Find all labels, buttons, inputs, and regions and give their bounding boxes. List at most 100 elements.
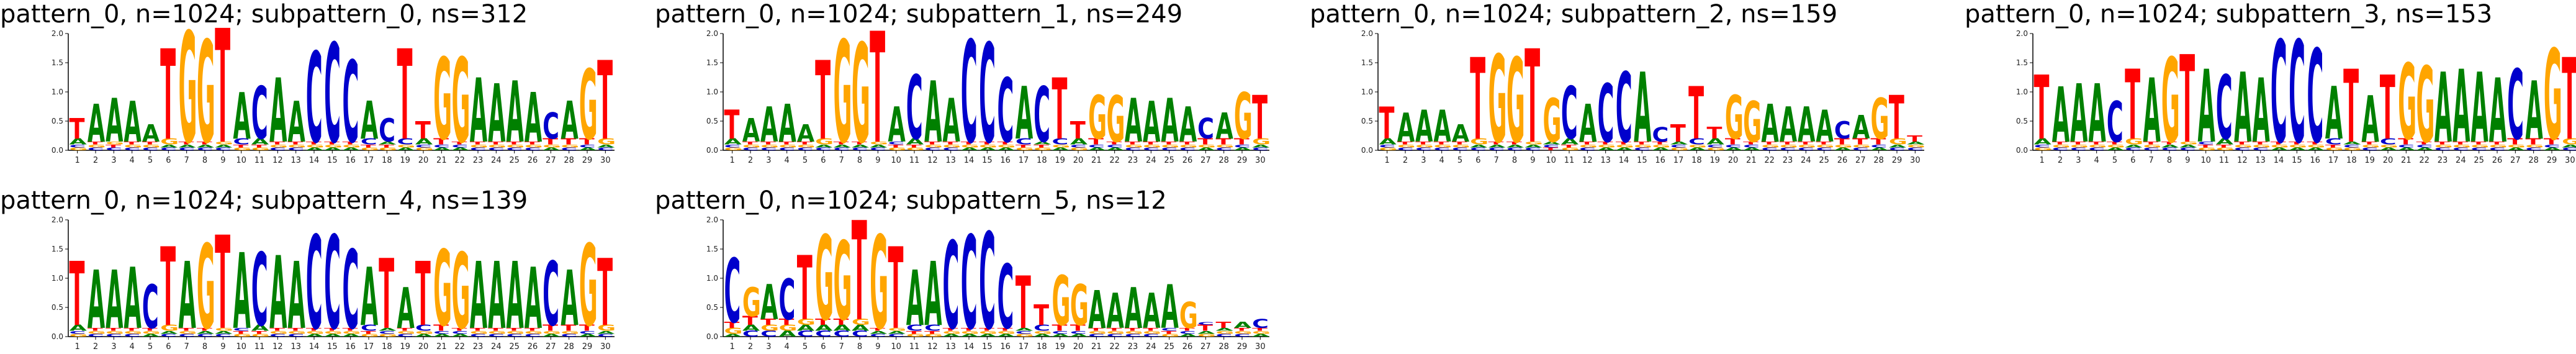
- logo-letter-g: G: [870, 141, 888, 145]
- logo-letter-t: T: [160, 24, 176, 168]
- logo-letter-t: T: [1397, 141, 1413, 145]
- x-tick-label: 30: [2565, 156, 2575, 165]
- logo-letter-t: T: [906, 144, 922, 148]
- x-tick-label: 20: [2383, 156, 2394, 165]
- y-tick-label: 1.0: [1361, 88, 1373, 96]
- x-tick-label: 8: [857, 342, 862, 352]
- logo-letter-t: T: [1197, 137, 1213, 147]
- logo-letter-a: A: [197, 330, 215, 335]
- logo-letter-c: C: [1016, 330, 1032, 335]
- x-tick-label: 17: [364, 342, 374, 352]
- x-tick-label: 17: [1673, 156, 1684, 165]
- logo-letter-t: T: [124, 327, 140, 332]
- logo-letter-g: G: [2526, 144, 2544, 148]
- logo-letter-c: C: [1216, 147, 1233, 151]
- logo-letter-c: C: [1762, 147, 1778, 151]
- logo-letter-g: G: [124, 144, 143, 148]
- logo-letter-t: T: [142, 327, 158, 332]
- x-tick-label: 21: [436, 156, 447, 165]
- logo-letter-c: C: [2398, 144, 2415, 148]
- x-tick-label: 29: [2547, 156, 2557, 165]
- logo-letter-t: T: [233, 144, 249, 148]
- logo-letter-c: C: [488, 333, 505, 337]
- logo-letter-g: G: [2325, 147, 2344, 151]
- x-tick-label: 8: [202, 156, 207, 165]
- y-tick-label: 0.0: [706, 146, 718, 155]
- logo-letter-t: T: [1506, 141, 1522, 145]
- y-tick-label: 1.5: [52, 58, 63, 67]
- logo-letter-g: G: [742, 144, 761, 148]
- logo-letter-c: C: [834, 330, 850, 339]
- logo-letter-t: T: [2234, 141, 2249, 145]
- logo-letter-g: G: [142, 330, 161, 335]
- logo-letter-a: A: [870, 330, 888, 335]
- logo-letter-a: A: [470, 61, 487, 163]
- logo-letter-c: C: [1197, 322, 1214, 326]
- logo-letter-t: T: [961, 141, 976, 145]
- logo-letter-t: T: [2198, 144, 2213, 148]
- logo-letter-t: T: [579, 137, 595, 147]
- logo-letter-c: C: [1816, 147, 1833, 151]
- x-tick-label: 16: [2310, 156, 2320, 165]
- logo-letter-g: G: [215, 141, 233, 145]
- logo-letter-c: C: [488, 147, 505, 151]
- x-tick-label: 25: [1164, 342, 1174, 352]
- logo-letter-c: C: [1161, 147, 1178, 151]
- x-tick-label: 14: [2274, 156, 2284, 165]
- logo-letter-a: A: [124, 251, 142, 348]
- logo-letter-g: G: [1234, 330, 1253, 335]
- logo-letter-t: T: [1107, 141, 1122, 145]
- logo-letter-t: T: [2034, 58, 2050, 160]
- logo-letter-a: A: [324, 147, 342, 151]
- logo-letter-t: T: [1561, 144, 1577, 148]
- logo-letter-c: C: [1034, 324, 1050, 333]
- y-tick-label: 0.0: [52, 146, 63, 155]
- logo-letter-t: T: [2489, 141, 2505, 145]
- logo-letter-c: C: [543, 244, 559, 346]
- x-tick-label: 27: [2510, 156, 2521, 165]
- logo-letter-c: C: [343, 227, 359, 353]
- logo-letter-t: T: [2416, 141, 2432, 145]
- logo-letter-t: T: [1543, 147, 1559, 151]
- logo-letter-c: C: [1707, 144, 1724, 148]
- logo-letter-c: C: [543, 106, 559, 148]
- logo-letter-c: C: [1088, 333, 1105, 337]
- logo-letter-a: A: [488, 243, 505, 350]
- x-tick-label: 17: [364, 156, 374, 165]
- x-tick-label: 22: [454, 156, 465, 165]
- sequence-logo-chart: 0.00.51.01.52.01 2 3 4 5 6 7 8 9 10 11 12 13 14 15 16 17…: [2016, 12, 2576, 175]
- logo-letter-g: G: [2507, 144, 2526, 148]
- logo-letter-g: G: [160, 324, 179, 333]
- x-tick-label: 22: [454, 342, 465, 352]
- logo-letter-g: G: [2107, 144, 2125, 148]
- logo-letter-t: T: [1125, 141, 1140, 145]
- logo-letter-g: G: [1125, 144, 1143, 148]
- x-tick-label: 27: [1200, 156, 1211, 165]
- logo-letter-t: T: [2544, 137, 2559, 147]
- logo-letter-a: A: [888, 330, 906, 335]
- logo-letter-g: G: [1070, 147, 1089, 151]
- y-tick-label: 2.0: [706, 29, 718, 38]
- logo-letter-t: T: [179, 141, 194, 145]
- logo-letter-a: A: [269, 235, 287, 352]
- logo-letter-g: G: [2052, 144, 2071, 148]
- x-tick-label: 21: [436, 342, 447, 352]
- logo-letter-t: T: [2380, 58, 2395, 160]
- logo-letter-a: A: [1088, 280, 1106, 340]
- logo-letter-t: T: [379, 144, 394, 148]
- logo-letter-a: A: [106, 255, 123, 348]
- logo-panel-subpattern-1: pattern_0, n=1024; subpattern_1, ns=249 …: [655, 0, 1276, 178]
- logo-letter-g: G: [1780, 144, 1798, 148]
- logo-letter-a: A: [943, 333, 961, 337]
- logo-letter-t: T: [1725, 137, 1741, 147]
- logo-letter-c: C: [1143, 333, 1160, 337]
- logo-letter-c: C: [1125, 333, 1142, 337]
- logo-letter-t: T: [433, 137, 449, 147]
- logo-letter-t: T: [870, 327, 885, 332]
- x-tick-label: 20: [1073, 342, 1084, 352]
- logo-letter-a: A: [343, 333, 361, 337]
- logo-letter-c: C: [1725, 144, 1742, 148]
- logo-letter-a: A: [724, 137, 742, 147]
- logo-letter-t: T: [742, 141, 758, 145]
- logo-letter-a: A: [870, 144, 888, 148]
